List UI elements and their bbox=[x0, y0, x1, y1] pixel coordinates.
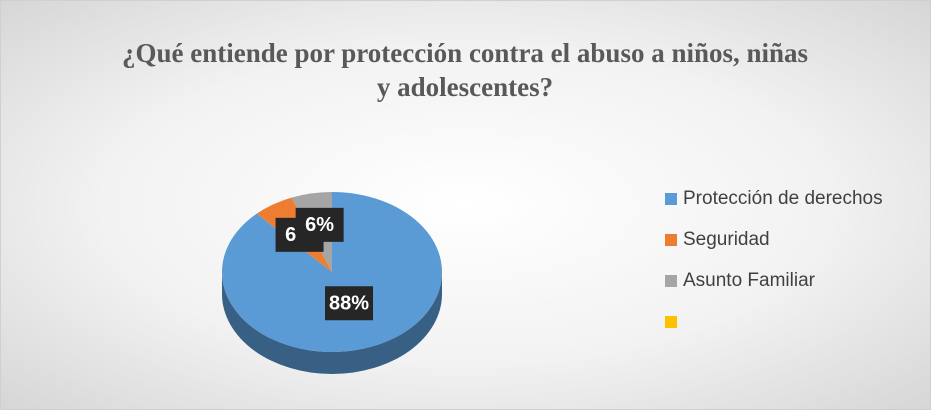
legend-label: Protección de derechos bbox=[683, 188, 883, 209]
data-label: 88% bbox=[329, 293, 369, 315]
data-label-box bbox=[325, 286, 374, 321]
chart-title: ¿Qué entiende por protección contra el a… bbox=[121, 38, 809, 102]
legend-label: Asunto Familiar bbox=[683, 270, 816, 291]
data-label: 6% bbox=[305, 214, 334, 236]
pie-side bbox=[222, 272, 442, 374]
legend-swatch bbox=[665, 193, 677, 205]
legend-label: Seguridad bbox=[683, 229, 770, 250]
legend-swatch bbox=[665, 316, 677, 328]
legend-swatch bbox=[665, 234, 677, 246]
data-label-box bbox=[295, 207, 344, 242]
legend-swatch bbox=[665, 275, 677, 287]
